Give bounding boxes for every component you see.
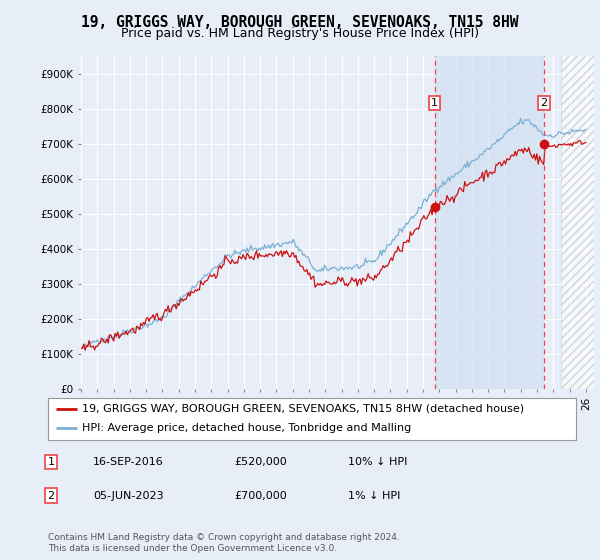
Text: 2: 2	[541, 99, 548, 108]
Bar	[434, 56, 544, 389]
Text: Price paid vs. HM Land Registry's House Price Index (HPI): Price paid vs. HM Land Registry's House …	[121, 27, 479, 40]
Text: £700,000: £700,000	[234, 491, 287, 501]
Text: 10% ↓ HPI: 10% ↓ HPI	[348, 457, 407, 467]
Text: 05-JUN-2023: 05-JUN-2023	[93, 491, 164, 501]
Text: 2: 2	[47, 491, 55, 501]
Text: 19, GRIGGS WAY, BOROUGH GREEN, SEVENOAKS, TN15 8HW (detached house): 19, GRIGGS WAY, BOROUGH GREEN, SEVENOAKS…	[82, 404, 524, 414]
Text: HPI: Average price, detached house, Tonbridge and Malling: HPI: Average price, detached house, Tonb…	[82, 423, 412, 433]
Text: 16-SEP-2016: 16-SEP-2016	[93, 457, 164, 467]
Text: 1: 1	[431, 99, 438, 108]
Text: £520,000: £520,000	[234, 457, 287, 467]
Text: 1% ↓ HPI: 1% ↓ HPI	[348, 491, 400, 501]
Text: 19, GRIGGS WAY, BOROUGH GREEN, SEVENOAKS, TN15 8HW: 19, GRIGGS WAY, BOROUGH GREEN, SEVENOAKS…	[81, 15, 519, 30]
Text: Contains HM Land Registry data © Crown copyright and database right 2024.
This d: Contains HM Land Registry data © Crown c…	[48, 533, 400, 553]
Text: 1: 1	[47, 457, 55, 467]
